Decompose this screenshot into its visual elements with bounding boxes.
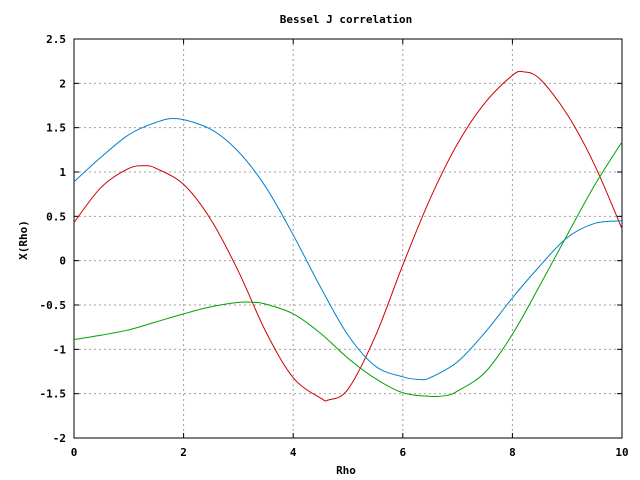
x-tick-label: 10: [615, 446, 628, 459]
chart-title: Bessel J correlation: [280, 13, 412, 26]
grid: [74, 39, 622, 438]
x-tick-label: 2: [180, 446, 187, 459]
axis-ticks: 0 2 4 6 8 10 -2 -1.5 -1 -0.5 0 0.5 1 1.5 2 2.5: [40, 33, 629, 459]
x-tick-label: 4: [290, 446, 297, 459]
x-tick-label: 6: [399, 446, 406, 459]
x-tick-label: 0: [71, 446, 78, 459]
plot-frame: [73, 38, 623, 439]
y-tick-label: -2: [53, 432, 66, 445]
y-tick-label: 0.5: [46, 210, 66, 223]
y-tick-label: 2: [59, 77, 66, 90]
y-tick-label: 2.5: [46, 33, 66, 46]
y-tick-label: 0: [59, 255, 66, 268]
series-line-3: [73, 141, 623, 398]
y-tick-label: -1: [53, 343, 67, 356]
y-tick-label: -0.5: [40, 299, 67, 312]
y-axis-label: X(Rho): [17, 220, 30, 260]
series-lines: [73, 70, 623, 402]
x-tick-label: 8: [509, 446, 516, 459]
y-tick-label: 1.5: [46, 122, 66, 135]
series-line-2: [73, 117, 623, 381]
y-tick-label: 1: [59, 166, 66, 179]
y-tick-label: -1.5: [40, 388, 67, 401]
series-line-1: [73, 70, 623, 402]
x-axis-label: Rho: [336, 464, 356, 477]
